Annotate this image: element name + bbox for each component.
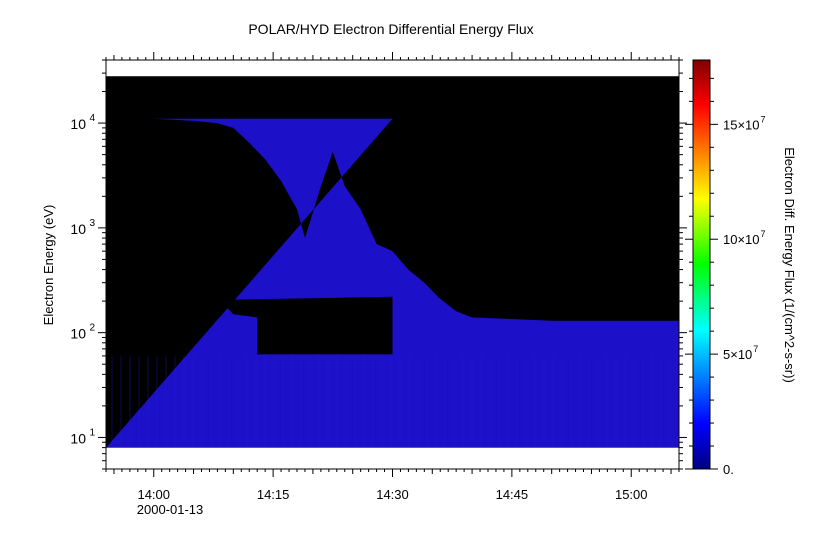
y-tick-label: 10: [70, 430, 86, 446]
colorbar-tick-label: 0.: [723, 462, 734, 477]
y-tick-exponent: 3: [89, 218, 95, 229]
heatmap-layer: [106, 76, 679, 448]
x-tick-label: 14:15: [257, 487, 290, 502]
colorbar: [692, 59, 711, 470]
x-tick-label: 14:30: [376, 487, 409, 502]
colorbar-tick-label: 5×10: [723, 347, 752, 362]
y-tick-label: 10: [70, 116, 86, 132]
x-axis: 14:00 14:15 14:30 14:45 15:00: [105, 52, 680, 502]
date-label: 2000-01-13: [137, 502, 204, 517]
colorbar-axis: 0.5×10 710×10 715×10 7: [685, 77, 766, 477]
y-tick-exponent: 2: [89, 323, 95, 334]
colorbar-tick-exponent: 7: [761, 229, 766, 239]
x-tick-label: 15:00: [615, 487, 648, 502]
empty-band: [153, 296, 393, 355]
colorbar-label: Electron Diff. Energy Flux (1/(cm^2-s-sr…: [782, 147, 797, 383]
flux-region: [106, 118, 679, 448]
y-tick-label: 10: [70, 221, 86, 237]
x-tick-label: 14:00: [137, 487, 170, 502]
y-axis-label: Electron Energy (eV): [41, 205, 56, 326]
y-tick-label: 10: [70, 326, 86, 342]
colorbar-tick-exponent: 7: [761, 114, 766, 124]
y-tick-exponent: 4: [89, 113, 95, 124]
chart-title: POLAR/HYD Electron Differential Energy F…: [248, 21, 533, 37]
colorbar-tick-label: 15×10: [723, 117, 760, 132]
colorbar-tick-label: 10×10: [723, 232, 760, 247]
x-tick-label: 14:45: [496, 487, 529, 502]
colorbar-tick-exponent: 7: [753, 344, 758, 354]
y-tick-exponent: 1: [89, 427, 95, 438]
